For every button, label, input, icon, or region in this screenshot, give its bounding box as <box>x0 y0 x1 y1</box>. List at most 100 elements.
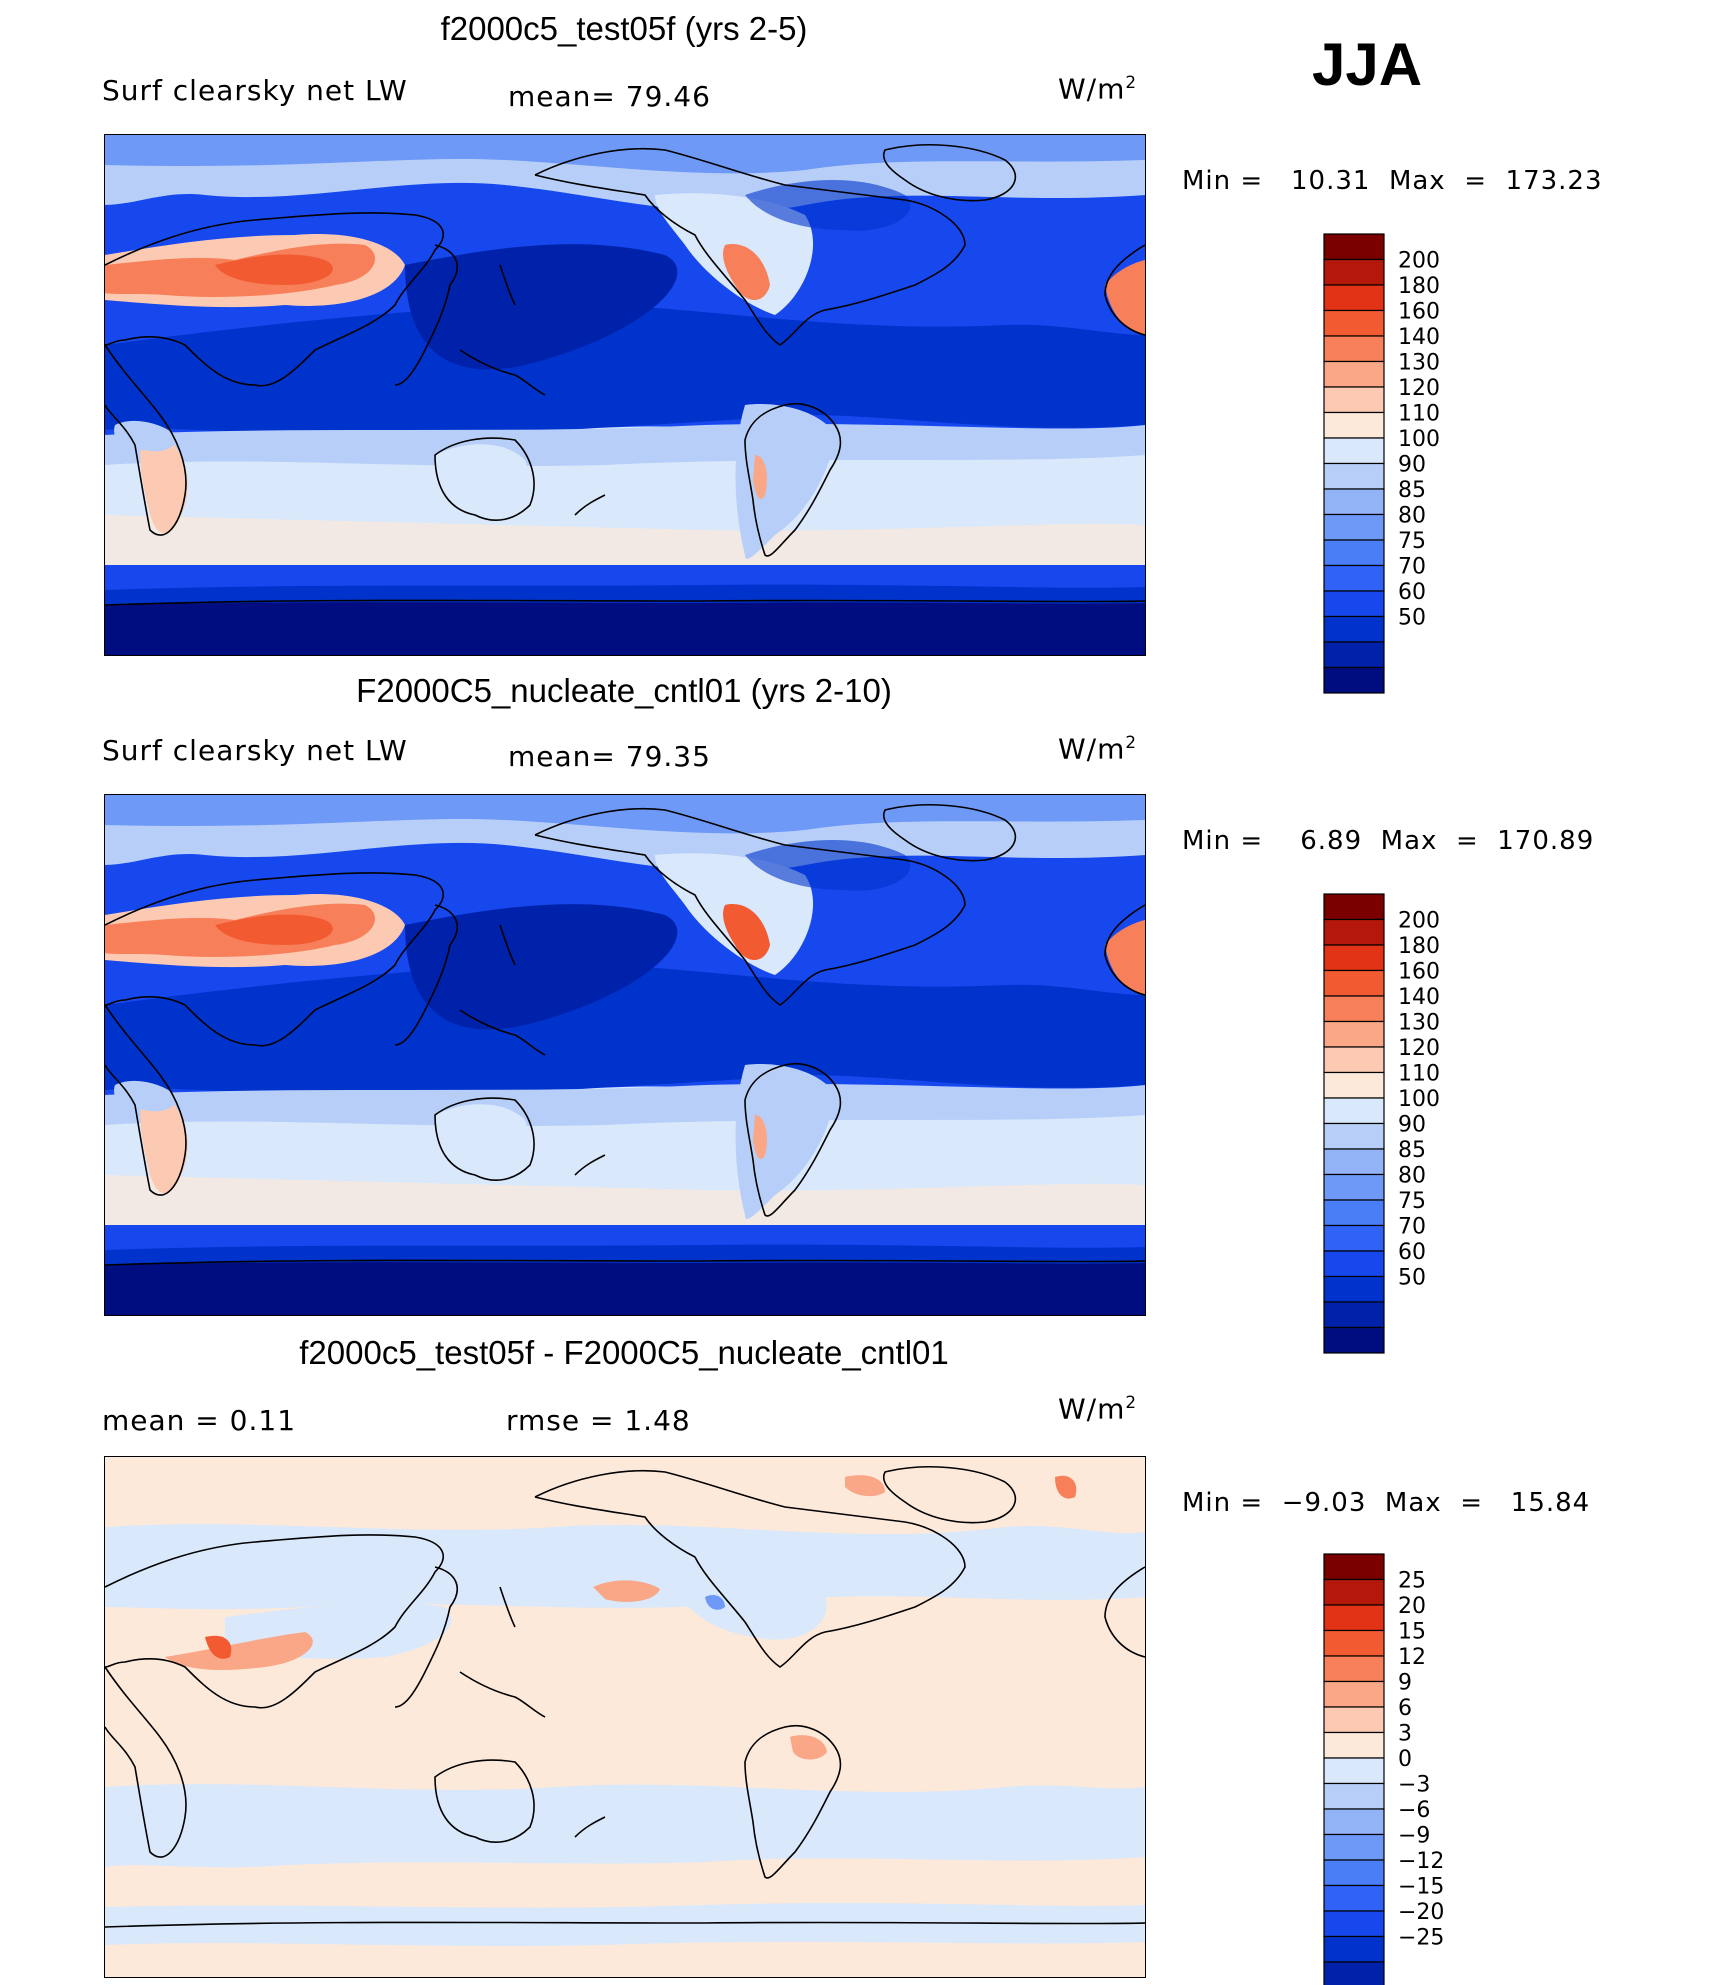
panel-3-colorbar-label: −12 <box>1398 1849 1444 1874</box>
panel-1-colorbar-swatch <box>1323 284 1385 312</box>
panel-2-colorbar-label: 85 <box>1398 1138 1426 1163</box>
panel-3-colorbar-swatch <box>1323 1910 1385 1938</box>
panel-3-colorbar-swatch <box>1323 1808 1385 1836</box>
panel-2-colorbar-label: 120 <box>1398 1036 1440 1061</box>
panel-1-colorbar-label: 110 <box>1398 402 1440 427</box>
panel-3-colorbar-swatch <box>1323 1578 1385 1606</box>
panel-1-colorbar-swatch <box>1323 666 1385 694</box>
panel-1-map <box>104 134 1146 656</box>
panel-2-units: W/m2 <box>1058 732 1138 766</box>
panel-3-colorbar-label: 9 <box>1398 1671 1412 1696</box>
panel-2-colorbar-label: 110 <box>1398 1062 1440 1087</box>
panel-3-colorbar-swatch <box>1323 1655 1385 1683</box>
panel-2-colorbar-swatch <box>1323 1148 1385 1176</box>
panel-1-colorbar-swatch <box>1323 258 1385 286</box>
panel-2-colorbar-swatch <box>1323 918 1385 946</box>
panel-3-colorbar-swatch <box>1323 1935 1385 1963</box>
panel-3-colorbar-swatch <box>1323 1757 1385 1785</box>
panel-2-colorbar-label: 200 <box>1398 909 1440 934</box>
panel-3-colorbar-swatch <box>1323 1629 1385 1657</box>
panel-2-colorbar-swatch <box>1323 995 1385 1023</box>
panel-3-colorbar-swatch <box>1323 1833 1385 1861</box>
panel-2-colorbar-swatch <box>1323 1071 1385 1099</box>
panel-3-colorbar-label: −6 <box>1398 1798 1430 1823</box>
panel-1-colorbar-label: 100 <box>1398 427 1440 452</box>
panel-2-colorbar-label: 70 <box>1398 1215 1426 1240</box>
season-label: JJA <box>1312 31 1423 98</box>
panel-3-colorbar-swatch <box>1323 1961 1385 1985</box>
panel-1-colorbar-label: 120 <box>1398 376 1440 401</box>
panel-1-colorbar-swatch <box>1323 488 1385 516</box>
panel-2-colorbar-label: 80 <box>1398 1164 1426 1189</box>
panel-2-title: F2000C5_nucleate_cntl01 (yrs 2-10) <box>356 672 892 709</box>
panel-1-colorbar-swatch <box>1323 309 1385 337</box>
panel-2-colorbar-label: 75 <box>1398 1189 1426 1214</box>
panel-1-colorbar-label: 80 <box>1398 504 1426 529</box>
panel-3-colorbar-swatch <box>1323 1884 1385 1912</box>
panel-1-colorbar-label: 140 <box>1398 325 1440 350</box>
panel-2-colorbar-label: 180 <box>1398 934 1440 959</box>
panel-1-colorbar-swatch <box>1323 641 1385 669</box>
panel-3-colorbar-label: 6 <box>1398 1696 1412 1721</box>
panel-1-variable: Surf clearsky net LW <box>102 74 408 107</box>
panel-3-colorbar-label: 3 <box>1398 1722 1412 1747</box>
panel-1-colorbar-swatch <box>1323 411 1385 439</box>
panel-2-colorbar-label: 100 <box>1398 1087 1440 1112</box>
panel-1-colorbar-label: 85 <box>1398 478 1426 503</box>
panel-2-colorbar-swatch <box>1323 1020 1385 1048</box>
panel-1-colorbar-swatch <box>1323 233 1385 261</box>
panel-2-colorbar-swatch <box>1323 1122 1385 1150</box>
panel-2-colorbar-swatch <box>1323 969 1385 997</box>
panel-2-colorbar-swatch <box>1323 1097 1385 1125</box>
panel-2-colorbar-label: 140 <box>1398 985 1440 1010</box>
panel-3-colorbar-swatch <box>1323 1706 1385 1734</box>
panel-1-map-svg <box>105 135 1145 655</box>
panel-3-rmse: rmse = 1.48 <box>506 1404 691 1437</box>
panel-1-colorbar-swatch <box>1323 360 1385 388</box>
panel-2-variable: Surf clearsky net LW <box>102 734 408 767</box>
panel-1-colorbar-swatch <box>1323 564 1385 592</box>
panel-3-colorbar-swatch <box>1323 1680 1385 1708</box>
panel-3-colorbar-swatch <box>1323 1604 1385 1632</box>
panel-3-colorbar-swatch <box>1323 1553 1385 1581</box>
panel-1-units: W/m2 <box>1058 72 1138 106</box>
panel-2-colorbar-swatch <box>1323 1046 1385 1074</box>
panel-1-colorbar-swatch <box>1323 335 1385 363</box>
panel-3-units: W/m2 <box>1058 1392 1138 1426</box>
panel-1-colorbar-label: 70 <box>1398 555 1426 580</box>
panel-1-colorbar-label: 75 <box>1398 529 1426 554</box>
panel-3-colorbar-swatch <box>1323 1782 1385 1810</box>
panel-2-colorbar-label: 90 <box>1398 1113 1426 1138</box>
panel-3-map <box>104 1456 1146 1978</box>
panel-2-minmax: Min = 6.89 Max = 170.89 <box>1182 826 1595 856</box>
panel-3-colorbar-label: −25 <box>1398 1926 1444 1951</box>
panel-3-colorbar-label: −9 <box>1398 1824 1430 1849</box>
panel-1-colorbar-swatch <box>1323 462 1385 490</box>
panel-3-colorbar-swatch <box>1323 1859 1385 1887</box>
panel-3-colorbar-swatch <box>1323 1731 1385 1759</box>
panel-3-colorbar-label: 20 <box>1398 1594 1426 1619</box>
panel-2-colorbar-label: 60 <box>1398 1240 1426 1265</box>
panel-1-colorbar-label: 200 <box>1398 249 1440 274</box>
panel-3-colorbar-label: −3 <box>1398 1773 1430 1798</box>
panel-2-colorbar-swatch <box>1323 1326 1385 1354</box>
panel-2-colorbar-swatch <box>1323 893 1385 921</box>
panel-1-colorbar-label: 90 <box>1398 453 1426 478</box>
panel-2-colorbar-swatch <box>1323 1224 1385 1252</box>
panel-1-colorbar-swatch <box>1323 513 1385 541</box>
panel-1-colorbar-swatch <box>1323 386 1385 414</box>
panel-3-colorbar-label: −15 <box>1398 1875 1444 1900</box>
panel-3-colorbar-label: 15 <box>1398 1620 1426 1645</box>
panel-1-colorbar-swatch <box>1323 539 1385 567</box>
panel-1-colorbar-swatch <box>1323 437 1385 465</box>
panel-2-colorbar-label: 160 <box>1398 960 1440 985</box>
panel-3-colorbar-label: 25 <box>1398 1569 1426 1594</box>
panel-1-colorbar-label: 50 <box>1398 606 1426 631</box>
panel-2-colorbar-swatch <box>1323 1275 1385 1303</box>
panel-2-colorbar-swatch <box>1323 1301 1385 1329</box>
panel-1-colorbar-label: 60 <box>1398 580 1426 605</box>
panel-1-colorbar-label: 130 <box>1398 351 1440 376</box>
